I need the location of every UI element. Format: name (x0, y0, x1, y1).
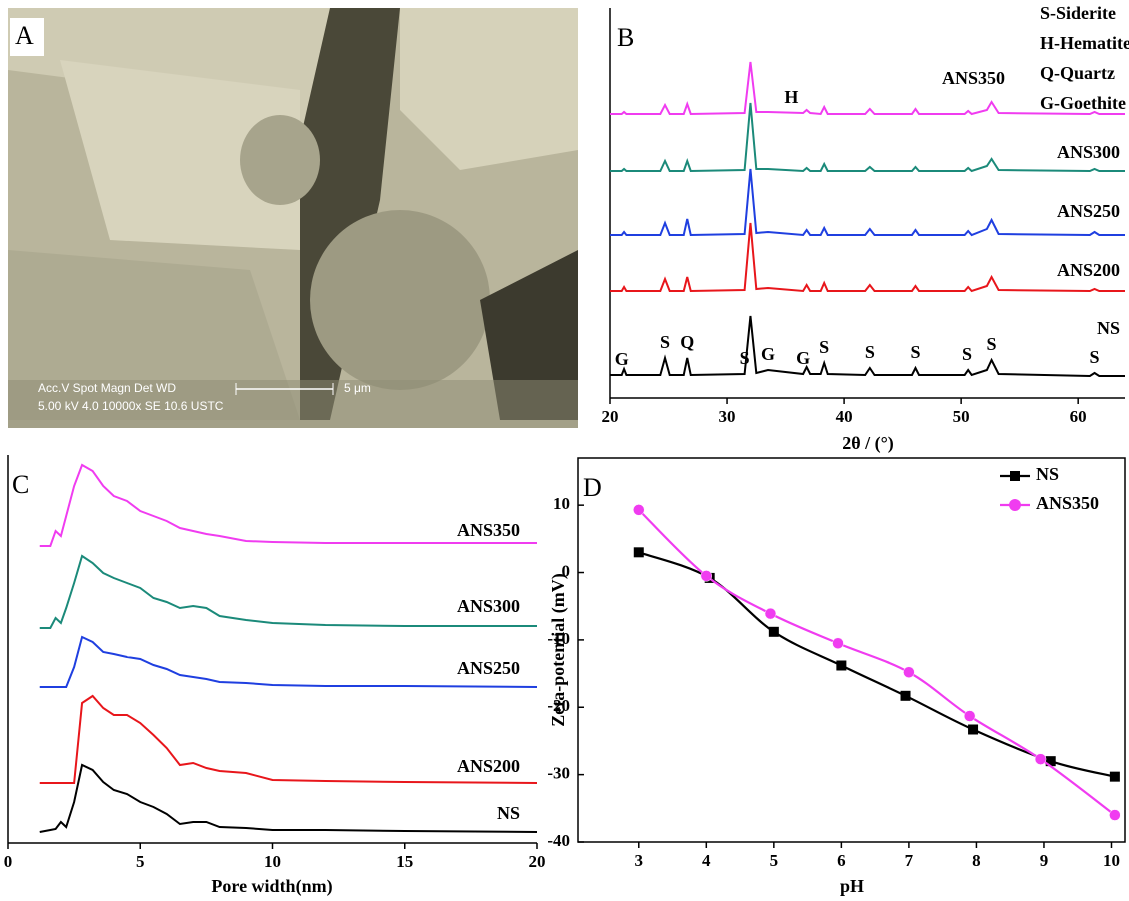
peak-label: G (796, 348, 810, 368)
series-label: ANS250 (1057, 201, 1120, 221)
x-tick-label: 50 (953, 407, 970, 426)
peak-label: H (784, 87, 798, 107)
data-point (633, 504, 644, 515)
panel-label: A (15, 21, 34, 50)
x-tick-label: 10 (1103, 851, 1120, 870)
phase-legend: S-Siderite (1040, 3, 1116, 23)
data-point (901, 691, 911, 701)
data-point (769, 627, 779, 637)
series-label: NS (497, 803, 520, 823)
data-point (701, 570, 712, 581)
y-tick-label: 10 (553, 494, 570, 513)
panel-label: B (617, 23, 634, 52)
panel-label: D (583, 473, 602, 502)
x-tick-label: 10 (264, 852, 281, 871)
data-point (964, 711, 975, 722)
y-tick-label: -20 (547, 696, 570, 715)
series-label: ANS300 (457, 596, 520, 616)
peak-label: S (865, 342, 875, 362)
data-point (836, 660, 846, 670)
x-tick-label: 4 (702, 851, 711, 870)
series-label: NS (1097, 318, 1120, 338)
x-tick-label: 40 (836, 407, 853, 426)
series-line (639, 510, 1115, 815)
x-tick-label: 20 (529, 852, 546, 871)
peak-label: G (761, 344, 775, 364)
peak-label: S (660, 332, 670, 352)
x-tick-label: 6 (837, 851, 846, 870)
peak-label: S (987, 334, 997, 354)
scale-bar-label: 5 μm (344, 381, 371, 395)
sem-info-header: Acc.V Spot Magn Det WD (38, 381, 176, 395)
peak-label: S (910, 342, 920, 362)
panel-label: C (12, 470, 29, 499)
series-label: ANS350 (942, 68, 1005, 88)
series-label: ANS200 (1057, 260, 1120, 280)
peak-label: S (1090, 347, 1100, 367)
sem-info-values: 5.00 kV 4.0 10000x SE 10.6 USTC (38, 399, 224, 413)
peak-label: S (962, 344, 972, 364)
data-point (832, 638, 843, 649)
data-point (968, 724, 978, 734)
y-tick-label: -40 (547, 831, 570, 850)
phase-legend: G-Goethite (1040, 93, 1126, 113)
peak-label: S (740, 348, 750, 368)
series-label: ANS200 (457, 756, 520, 776)
peak-label: S (819, 337, 829, 357)
x-tick-label: 7 (905, 851, 914, 870)
x-tick-label: 20 (602, 407, 619, 426)
phase-legend: H-Hematite (1040, 33, 1129, 53)
x-tick-label: 9 (1040, 851, 1049, 870)
series-line (639, 552, 1115, 776)
legend-label: NS (1036, 464, 1059, 484)
data-point (903, 667, 914, 678)
plot-frame (578, 458, 1125, 842)
series-label: ANS250 (457, 658, 520, 678)
data-point (1110, 772, 1120, 782)
x-tick-label: 15 (396, 852, 413, 871)
figure: Acc.V Spot Magn Det WD 5.00 kV 4.0 10000… (0, 0, 1129, 901)
legend-label: ANS350 (1036, 493, 1099, 513)
x-axis-label: 2θ / (°) (842, 433, 894, 454)
legend-marker (1010, 471, 1020, 481)
x-axis-label: pH (840, 876, 864, 896)
series-line (610, 169, 1125, 235)
series-line (40, 556, 537, 628)
x-tick-label: 5 (136, 852, 145, 871)
x-tick-label: 60 (1070, 407, 1087, 426)
series-label: ANS300 (1057, 142, 1120, 162)
data-point (1109, 810, 1120, 821)
y-tick-label: -30 (547, 764, 570, 783)
data-point (765, 608, 776, 619)
series-label: ANS350 (457, 520, 520, 540)
x-tick-label: 8 (972, 851, 981, 870)
peak-label: G (615, 349, 629, 369)
data-point (1035, 754, 1046, 765)
data-point (634, 547, 644, 557)
figure-canvas: Acc.V Spot Magn Det WD 5.00 kV 4.0 10000… (0, 0, 1129, 901)
sem-image: Acc.V Spot Magn Det WD 5.00 kV 4.0 10000… (8, 8, 578, 428)
x-tick-label: 0 (4, 852, 13, 871)
phase-legend: Q-Quartz (1040, 63, 1115, 83)
legend-marker (1009, 499, 1021, 511)
x-tick-label: 3 (635, 851, 644, 870)
x-tick-label: 30 (719, 407, 736, 426)
x-axis-label: Pore width(nm) (211, 876, 332, 897)
peak-label: Q (680, 332, 694, 352)
x-tick-label: 5 (770, 851, 779, 870)
y-tick-label: 0 (562, 561, 571, 580)
y-tick-label: -10 (547, 629, 570, 648)
